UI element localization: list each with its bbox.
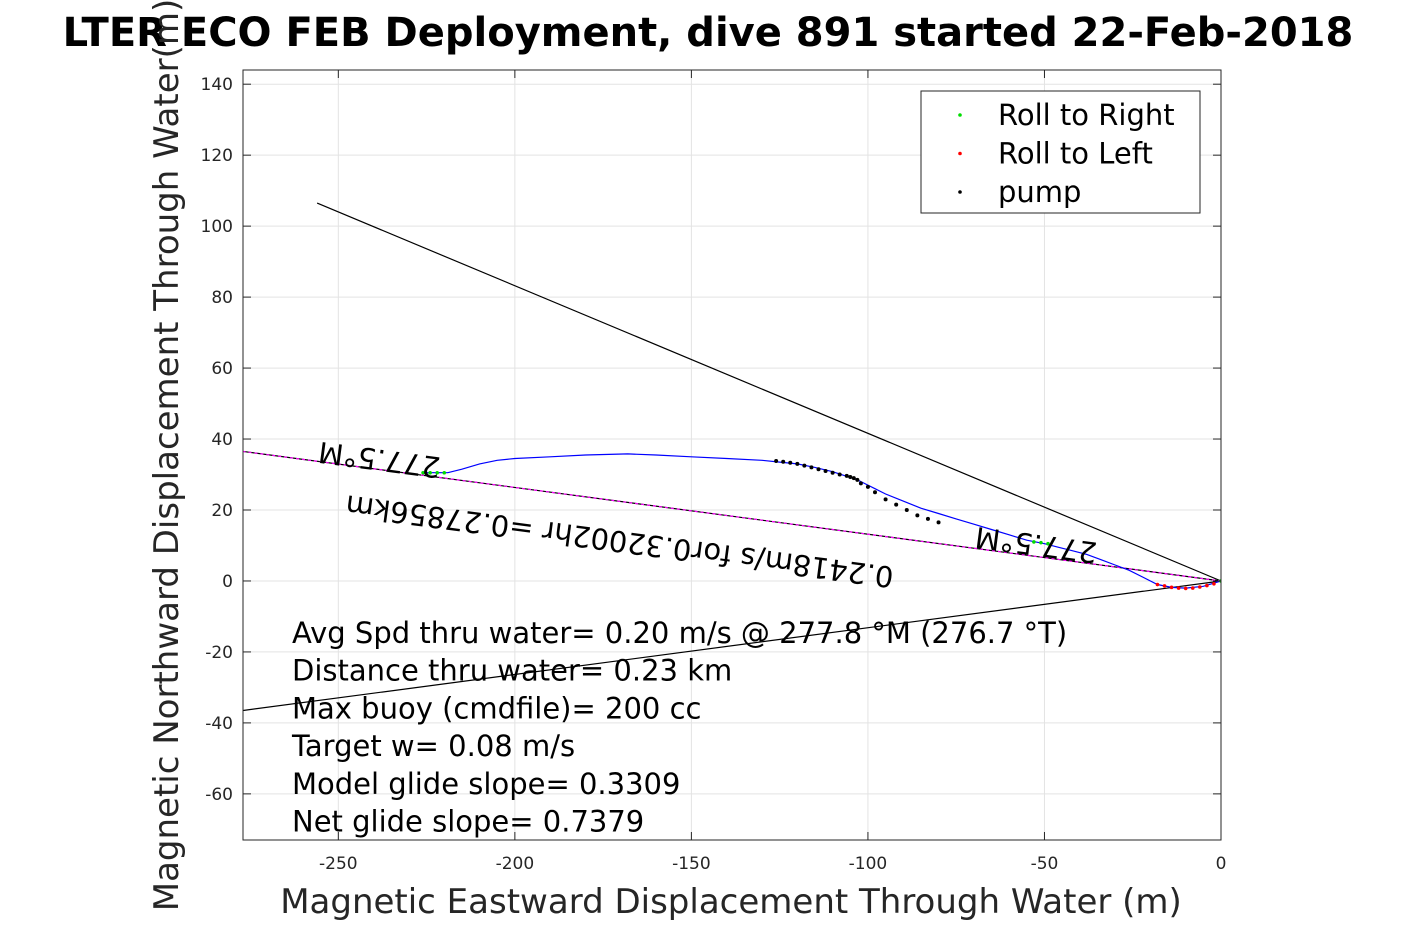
pump-point-11 xyxy=(848,475,853,479)
legend-marker-0 xyxy=(958,113,962,117)
pump-point-15 xyxy=(823,468,828,473)
y-tick-label-9: 120 xyxy=(201,146,233,166)
annotation-line-3: Target w= 0.08 m/s xyxy=(291,729,575,763)
roll-left-point-4 xyxy=(1183,586,1188,591)
axes-box xyxy=(242,69,1222,841)
roll-left-point-3 xyxy=(1190,586,1195,590)
roll-right-point-4 xyxy=(442,470,447,475)
y-axis-label: Magnetic Northward Displacement Through … xyxy=(147,0,187,911)
x-tick-label-2: -150 xyxy=(672,854,711,874)
roll-left-point-2 xyxy=(1198,585,1202,589)
pump-point-7 xyxy=(865,484,870,489)
pump-point-1 xyxy=(925,516,930,521)
roll-right-point-5 xyxy=(435,470,439,475)
pump-point-17 xyxy=(809,465,814,470)
roll-left-point-7 xyxy=(1162,584,1167,588)
annotation-line-4: Model glide slope= 0.3309 xyxy=(292,767,680,801)
pump-point-10 xyxy=(851,476,856,481)
roll-left-point-8 xyxy=(1155,582,1160,587)
x-tick-label-4: -50 xyxy=(1031,854,1059,874)
y-tick-label-2: -20 xyxy=(205,643,233,663)
y-tick-label-6: 60 xyxy=(211,359,233,379)
pump-point-13 xyxy=(837,472,842,477)
envelope-line-upper xyxy=(316,202,1221,582)
dive-track xyxy=(426,453,1221,589)
pump-point-8 xyxy=(858,481,863,486)
roll-right-point-1 xyxy=(1046,541,1050,546)
pump-point-19 xyxy=(795,461,800,466)
y-tick-label-0: -60 xyxy=(205,785,233,805)
y-tick-label-5: 40 xyxy=(211,430,233,450)
annotation-line-1: Distance thru water= 0.23 km xyxy=(292,654,732,688)
roll-right-point-6 xyxy=(428,470,432,475)
y-tick-label-4: 20 xyxy=(211,501,233,521)
roll-left-point-6 xyxy=(1169,585,1174,590)
pump-point-2 xyxy=(915,513,920,518)
roll-left-point-0 xyxy=(1212,582,1216,586)
legend-marker-1 xyxy=(958,151,962,156)
legend-entry-0: Roll to Right xyxy=(998,98,1175,132)
roll-left-point-5 xyxy=(1176,586,1181,590)
track-points xyxy=(421,459,1221,591)
y-tick-label-3: 0 xyxy=(222,572,233,592)
rotated-label-2: 0.2418m/s for0.32002hr =0.27856km xyxy=(343,488,895,594)
legend-marker-2 xyxy=(958,190,962,194)
chart-title: LTER ECO FEB Deployment, dive 891 starte… xyxy=(63,10,1354,56)
pump-point-14 xyxy=(830,470,835,475)
tick-labels: -250 -200 -150 -100 -50 0-60-40-2002040608010… xyxy=(201,70,1227,874)
pump-point-3 xyxy=(904,508,909,512)
annotation-line-2: Max buoy (cmdfile)= 200 cc xyxy=(292,691,701,725)
track-line xyxy=(426,453,1221,589)
y-tick-label-10: 140 xyxy=(201,75,233,95)
annotation-line-0: Avg Spd thru water= 0.20 m/s @ 277.8 °M … xyxy=(292,616,1067,650)
pump-point-22 xyxy=(774,459,779,464)
pump-point-21 xyxy=(781,459,786,464)
roll-right-point-7 xyxy=(421,470,425,475)
annotation-block: Avg Spd thru water= 0.20 m/s @ 277.8 °M … xyxy=(291,616,1067,839)
rotated-label-1: 277.5°M xyxy=(973,520,1099,570)
pump-point-20 xyxy=(788,460,793,465)
legend-entry-2: pump xyxy=(998,175,1081,209)
pump-point-5 xyxy=(883,497,888,502)
y-tick-label-8: 100 xyxy=(201,217,233,237)
x-axis-label: Magnetic Eastward Displacement Through W… xyxy=(280,882,1182,922)
heading-line xyxy=(243,450,1221,582)
pump-point-6 xyxy=(872,490,877,495)
pump-point-9 xyxy=(855,477,860,482)
rotated-label-0: 277.5°M xyxy=(316,435,442,485)
x-tick-label-3: -100 xyxy=(849,854,888,874)
legend-entry-1: Roll to Left xyxy=(998,137,1153,171)
roll-right-point-2 xyxy=(1039,540,1043,545)
x-tick-label-5: 0 xyxy=(1216,854,1227,874)
reference-lines xyxy=(243,202,1221,712)
x-tick-label-1: -200 xyxy=(496,854,535,874)
legend: Roll to Right Roll to Left pump xyxy=(920,90,1201,214)
roll-right-point-3 xyxy=(1032,540,1036,544)
pump-point-0 xyxy=(936,520,941,525)
pump-point-4 xyxy=(894,502,899,507)
pump-point-12 xyxy=(844,473,849,478)
y-tick-label-7: 80 xyxy=(211,288,233,308)
annotation-line-5: Net glide slope= 0.7379 xyxy=(292,805,644,839)
x-tick-label-0: -250 xyxy=(319,854,358,874)
pump-point-18 xyxy=(802,463,807,468)
pump-point-16 xyxy=(816,467,821,472)
envelope-line-lower xyxy=(243,580,1221,712)
roll-left-point-1 xyxy=(1205,583,1209,588)
legend-box xyxy=(920,90,1201,214)
y-tick-label-1: -40 xyxy=(205,714,233,734)
